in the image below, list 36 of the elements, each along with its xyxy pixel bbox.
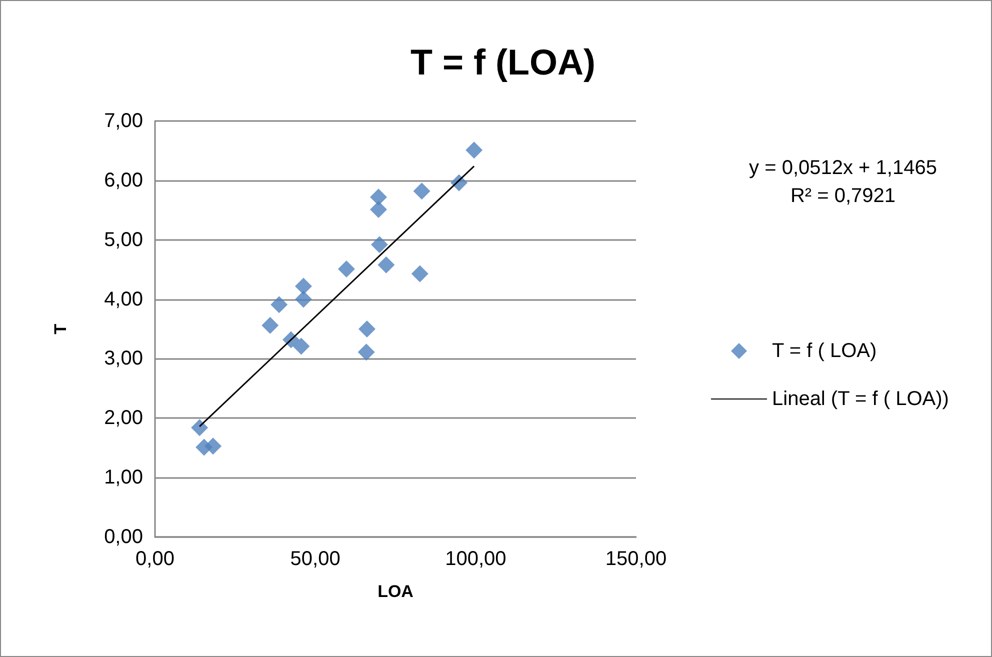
chart-title: T = f (LOA) bbox=[410, 42, 596, 82]
point bbox=[378, 256, 395, 274]
point bbox=[294, 278, 312, 295]
point bbox=[204, 438, 222, 455]
point bbox=[466, 142, 483, 159]
point bbox=[294, 290, 312, 308]
text: y = 0,0512x + 1,1465 bbox=[749, 157, 937, 179]
y-tick-label: 6,00 bbox=[104, 169, 143, 192]
point bbox=[270, 296, 288, 314]
point bbox=[411, 265, 428, 282]
point bbox=[358, 320, 376, 338]
x-axis-title: LOA bbox=[378, 582, 414, 601]
y-tick-label: 3,00 bbox=[104, 348, 143, 370]
point bbox=[370, 201, 388, 218]
point bbox=[262, 316, 279, 334]
point bbox=[191, 419, 208, 436]
y-tick-label: 4,00 bbox=[104, 288, 143, 310]
text: R² = 0,7921 bbox=[790, 185, 896, 207]
x-tick-label: 150,00 bbox=[605, 548, 667, 570]
point bbox=[370, 236, 388, 254]
y-tick-label: 0,00 bbox=[104, 526, 143, 548]
y-tick-label: 5,00 bbox=[104, 228, 143, 251]
legend-label: Lineal (T = f ( LOA)) bbox=[772, 388, 949, 410]
point bbox=[358, 344, 375, 361]
x-tick-label: 50,00 bbox=[290, 548, 340, 570]
x-tick-label: 0,00 bbox=[136, 548, 174, 570]
y-tick-label: 1,00 bbox=[104, 466, 143, 489]
x-tick-label: 100,00 bbox=[445, 548, 506, 570]
legend-label: T = f ( LOA) bbox=[772, 340, 877, 362]
y-tick-label: 2,00 bbox=[104, 407, 143, 430]
point bbox=[413, 182, 430, 200]
point bbox=[370, 188, 388, 206]
y-tick-label: 7,00 bbox=[104, 110, 143, 132]
y-axis-title: T bbox=[51, 323, 70, 334]
point bbox=[292, 338, 310, 355]
point bbox=[338, 260, 355, 278]
